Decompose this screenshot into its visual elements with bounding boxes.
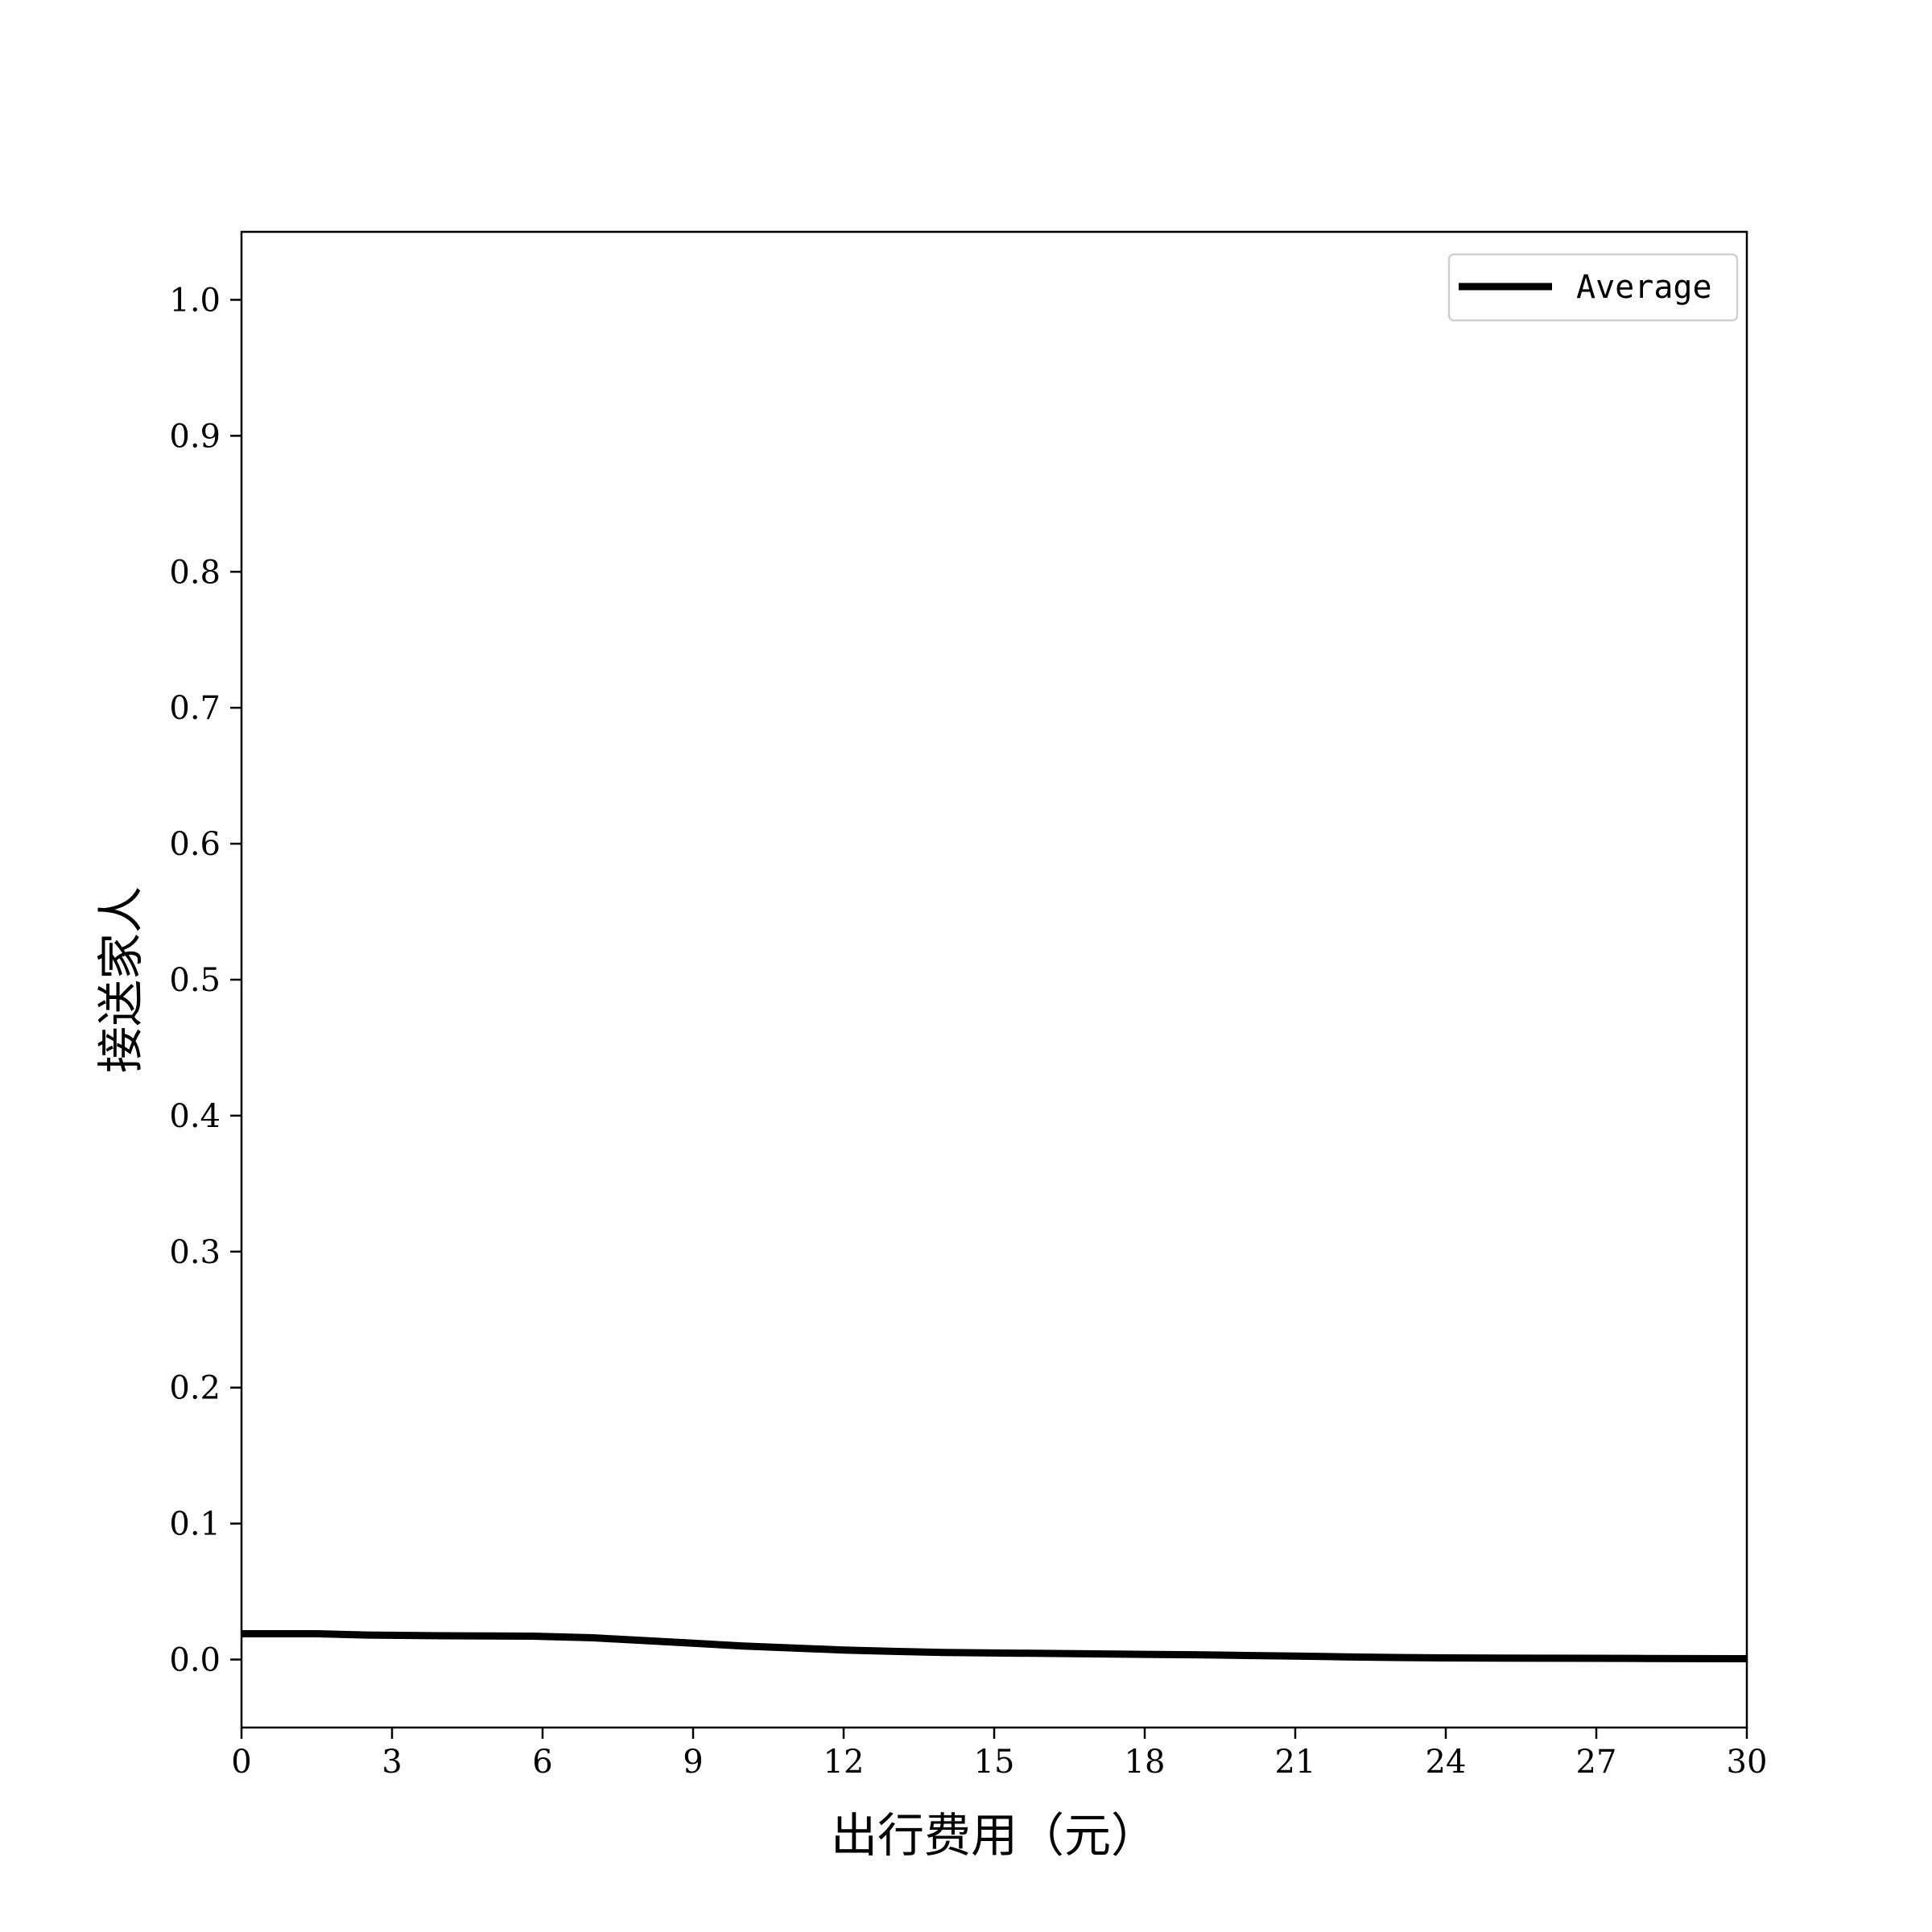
- x-tick-label: 15: [974, 1744, 1015, 1781]
- x-tick-label: 6: [532, 1744, 552, 1781]
- x-tick-label: 3: [382, 1744, 402, 1781]
- y-tick-label: 1.0: [169, 282, 221, 319]
- legend-box: [1447, 253, 1739, 322]
- y-tick-label: 0.4: [169, 1098, 221, 1135]
- y-tick-label: 0.7: [169, 690, 221, 727]
- y-tick-label: 0.0: [169, 1642, 221, 1679]
- x-tick-label: 0: [231, 1744, 251, 1781]
- y-axis-label: 接送家人: [93, 886, 148, 1073]
- y-tick-label: 0.9: [169, 418, 221, 455]
- x-tick-label: 9: [683, 1744, 703, 1781]
- x-tick-label: 18: [1125, 1744, 1166, 1781]
- plot-frame: [240, 230, 1748, 1729]
- legend-label-average: Average: [1576, 269, 1712, 306]
- x-axis-label: 出行费用（元）: [831, 1808, 1158, 1863]
- y-tick-label: 0.6: [169, 826, 221, 863]
- axis-ticks: 0 3 6 9 12 15 18 21 24 27 30 0.0 0.1 0.2 0.3 0.4 0.5 0.6 0…: [169, 282, 1767, 1781]
- y-tick-label: 0.1: [169, 1506, 221, 1543]
- y-tick-label: 0.2: [169, 1370, 221, 1407]
- y-tick-label: 0.3: [169, 1234, 221, 1271]
- x-tick-label: 12: [824, 1744, 865, 1781]
- y-tick-label: 0.5: [169, 962, 221, 999]
- x-tick-label: 21: [1275, 1744, 1316, 1781]
- x-tick-label: 30: [1727, 1744, 1768, 1781]
- plot-lines: [242, 1630, 1748, 1662]
- y-tick-label: 0.8: [169, 554, 221, 591]
- series-line-average: [242, 1630, 1748, 1662]
- legend: Average: [1447, 253, 1739, 322]
- x-tick-label: 24: [1426, 1744, 1467, 1781]
- x-tick-label: 27: [1576, 1744, 1617, 1781]
